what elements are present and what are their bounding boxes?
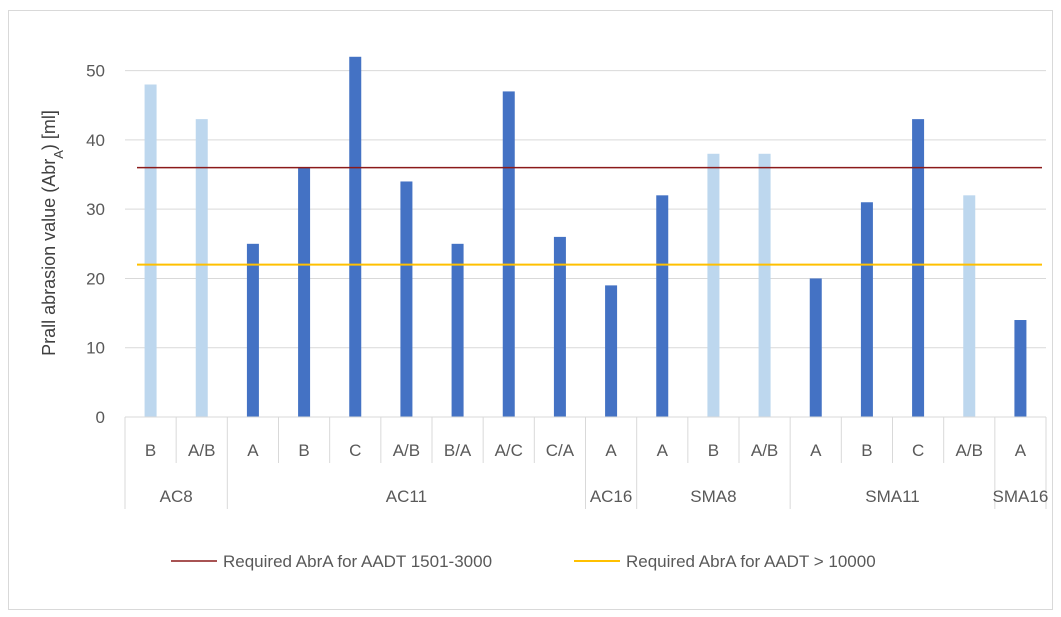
bar (451, 243, 464, 417)
x-category-label: A/B (956, 441, 983, 460)
bar (1014, 320, 1027, 417)
bar (809, 278, 822, 417)
y-tick-label: 10 (86, 339, 105, 358)
chart-frame: 0 10 20 30 40 50 B A/B A B C A/B B/A A/C C/A A A B A/B A B C… (8, 10, 1053, 610)
bar (553, 236, 566, 417)
bar (758, 153, 771, 417)
y-tick-label: 20 (86, 269, 105, 288)
y-axis-title-subscript: A (51, 150, 66, 159)
x-category-label: A (657, 441, 669, 460)
bar (912, 119, 925, 418)
bar (707, 153, 720, 417)
y-axis-title-main: Prall abrasion value (Abr (39, 159, 59, 356)
x-category-label: A (810, 441, 822, 460)
y-tick-labels: 0 10 20 30 40 50 (86, 62, 105, 427)
x-category-label: C/A (546, 441, 575, 460)
x-category-label: C (349, 441, 361, 460)
x-group-label: SMA11 (865, 487, 920, 506)
legend-label-aadt-10000: Required AbrA for AADT > 10000 (626, 552, 876, 571)
bar (963, 195, 976, 417)
legend-label-aadt-1501-3000: Required AbrA for AADT 1501-3000 (223, 552, 492, 571)
x-group-label: SMA8 (690, 487, 736, 506)
bar (860, 202, 873, 417)
x-category-label: B/A (444, 441, 472, 460)
x-category-label: A/C (495, 441, 523, 460)
bar (605, 285, 618, 417)
y-tick-label: 30 (86, 200, 105, 219)
bar (195, 119, 208, 418)
x-category-label: A (1015, 441, 1027, 460)
bar (298, 167, 311, 417)
y-axis-title-end: ) [ml] (39, 110, 59, 150)
x-category-label: A (605, 441, 617, 460)
x-category-label: A (247, 441, 259, 460)
y-tick-label: 0 (96, 408, 105, 427)
gridlines (125, 70, 1046, 418)
y-axis-title: Prall abrasion value (AbrA) [ml] (39, 110, 66, 356)
bar (656, 195, 669, 417)
bar (349, 56, 362, 417)
x-category-label: A/B (751, 441, 778, 460)
x-group-label: SMA16 (993, 487, 1049, 506)
x-category-label: B (145, 441, 156, 460)
reference-lines (137, 166, 1042, 266)
bar (502, 91, 515, 417)
x-group-label: AC8 (160, 487, 193, 506)
x-group-label: AC16 (590, 487, 633, 506)
bar (246, 243, 259, 417)
prall-abrasion-chart: 0 10 20 30 40 50 B A/B A B C A/B B/A A/C C/A A A B A/B A B C… (39, 56, 1049, 571)
x-category-label: C (912, 441, 924, 460)
x-category-label: B (861, 441, 872, 460)
bar (400, 181, 413, 417)
bars (144, 56, 1027, 418)
bar (144, 84, 157, 417)
legend: Required AbrA for AADT 1501-3000 Require… (171, 552, 876, 571)
x-category-label: A/B (188, 441, 215, 460)
x-category-label: B (708, 441, 719, 460)
y-tick-label: 40 (86, 131, 105, 150)
x-category-label: A/B (393, 441, 420, 460)
x-axis: B A/B A B C A/B B/A A/C C/A A A B A/B A B C A/B A AC8 AC11 A… (124, 416, 1049, 509)
y-tick-label: 50 (86, 62, 105, 81)
x-group-label: AC11 (386, 487, 427, 506)
x-category-label: B (298, 441, 309, 460)
